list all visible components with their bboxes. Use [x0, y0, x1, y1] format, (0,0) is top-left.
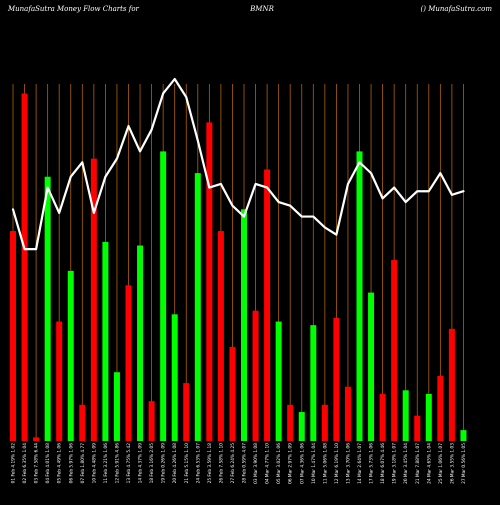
flow-bar — [241, 209, 247, 441]
flow-bar — [67, 270, 74, 441]
flow-bar — [171, 314, 178, 441]
flow-bar — [10, 231, 16, 441]
flow-bar — [460, 430, 467, 441]
flow-bar — [79, 404, 86, 441]
x-tick-label: 11 Mar 5.06% 1.08 — [322, 443, 328, 484]
flow-bar — [137, 245, 144, 441]
flow-bar — [102, 241, 109, 441]
flow-bar — [56, 321, 63, 441]
flow-bar — [344, 386, 351, 441]
x-tick-label: 27 Feb 6.24% 4.25 — [230, 443, 236, 484]
x-tick-label: 24 Feb 6.53% 1.07 — [195, 443, 201, 484]
flow-bar — [44, 176, 51, 442]
x-tick-label: 21 Mar 7.88% 1.07 — [415, 443, 421, 484]
flow-bar — [194, 173, 201, 441]
x-tick-label: 03 Mar 3.90% 1.08 — [253, 443, 259, 484]
flow-bar — [287, 404, 294, 441]
x-tick-label: 19 Mar 3.18% 1.07 — [392, 443, 398, 484]
label-layer: 01 Feb 4.19% 1.02 02 Feb 6.35% 1.04 03 Feb… — [11, 443, 467, 484]
x-tick-label: 02 Feb 6.35% 1.04 — [22, 443, 28, 484]
line-layer — [11, 77, 465, 251]
x-tick-label: 14 Mar 2.64% 1.07 — [357, 443, 363, 484]
flow-bar — [21, 93, 28, 441]
x-tick-label: 13 Feb 4.75% 5.42 — [126, 443, 132, 484]
flow-bar — [229, 346, 236, 441]
x-tick-label: 26 Feb 7.58% 1.10 — [218, 443, 224, 484]
header-ticker: BMNR — [249, 5, 274, 13]
flow-bar — [402, 390, 409, 441]
x-tick-label: 17 Mar 5.73% 1.06 — [369, 443, 375, 484]
x-tick-label: 18 Feb 3.16% 2.05 — [149, 443, 155, 484]
x-tick-label: 03 Feb 7.58% 6.44 — [34, 443, 40, 484]
x-tick-label: 21 Feb 5.15% 1.10 — [184, 443, 190, 484]
flow-bar — [264, 169, 271, 441]
flow-bar — [379, 393, 386, 441]
header-right-text: () MunafaSutra.com — [421, 5, 493, 13]
x-tick-label: 04 Mar 4.77% 1.10 — [265, 443, 271, 484]
flow-bar — [368, 292, 375, 441]
x-tick-label: 07 Mar 4.36% 1.06 — [299, 443, 305, 484]
trend-line — [11, 77, 465, 251]
flow-bar — [125, 285, 132, 441]
x-tick-label: 25 Mar 1.06% 1.07 — [438, 443, 444, 484]
flow-bar — [113, 372, 120, 441]
flow-bar — [217, 231, 224, 441]
x-tick-label: 18 Mar 6.07% 4.46 — [380, 443, 386, 484]
flow-bar — [391, 260, 398, 441]
x-tick-label: 19 Feb 0.26% 1.09 — [161, 443, 167, 484]
flow-bar — [437, 375, 444, 441]
header-left-text: MunafaSutra Money Flow Charts for — [7, 5, 140, 13]
flow-bar — [321, 404, 328, 441]
flow-bar — [183, 383, 190, 441]
flow-bar — [206, 122, 213, 441]
flow-bar — [356, 151, 363, 441]
x-tick-label: 24 Mar 4.65% 1.04 — [426, 443, 432, 484]
flow-bar — [33, 437, 40, 441]
flow-bar — [414, 415, 421, 441]
x-tick-label: 06 Feb 5.97% 1.06 — [68, 443, 74, 484]
flow-bar — [252, 310, 259, 441]
flow-bar — [148, 401, 155, 441]
bar-layer — [10, 93, 467, 442]
x-tick-label: 06 Mar 2.97% 1.09 — [288, 443, 294, 484]
x-tick-label: 28 Feb 0.59% 4.07 — [242, 443, 248, 484]
x-tick-label: 20 Feb 4.26% 1.08 — [172, 443, 178, 484]
x-tick-label: 10 Mar 1.47% 1.04 — [311, 443, 317, 484]
flow-bar — [448, 328, 455, 441]
x-tick-label: 05 Feb 4.49% 1.06 — [57, 443, 63, 484]
x-tick-label: 20 Mar 3.45% 1.04 — [403, 443, 409, 484]
x-tick-label: 01 Feb 4.19% 1.02 — [11, 443, 17, 484]
x-tick-label: 13 Mar 3.70% 1.06 — [345, 443, 351, 484]
flow-bar — [160, 151, 167, 441]
flow-bar — [425, 393, 432, 441]
flow-bar — [310, 325, 317, 441]
flow-bar — [333, 317, 340, 441]
x-tick-label: 10 Feb 4.48% 1.09 — [91, 443, 97, 484]
x-tick-label: 26 Mar 3.55% 1.03 — [449, 443, 455, 484]
flow-bar — [275, 321, 282, 441]
x-tick-label: 04 Feb 4.01% 1.08 — [45, 443, 51, 484]
x-tick-label: 25 Feb 3.59% 1.18 — [207, 443, 213, 484]
x-tick-label: 05 Mar 3.02% 1.06 — [276, 443, 282, 484]
x-tick-label: 12 Feb 5.91% 4.86 — [114, 443, 120, 484]
x-tick-label: 07 Feb 1.80% 4.77 — [80, 443, 86, 484]
x-tick-label: 27 Mar 0.56% 1.05 — [461, 443, 467, 484]
flow-bar — [298, 412, 305, 441]
x-tick-label: 11 Feb 3.21% 1.06 — [103, 443, 109, 484]
x-tick-label: 12 Mar 6.19% 1.10 — [334, 443, 340, 484]
x-tick-label: 14 Feb 4.37% 1.09 — [138, 443, 144, 484]
flow-bar — [90, 158, 97, 441]
